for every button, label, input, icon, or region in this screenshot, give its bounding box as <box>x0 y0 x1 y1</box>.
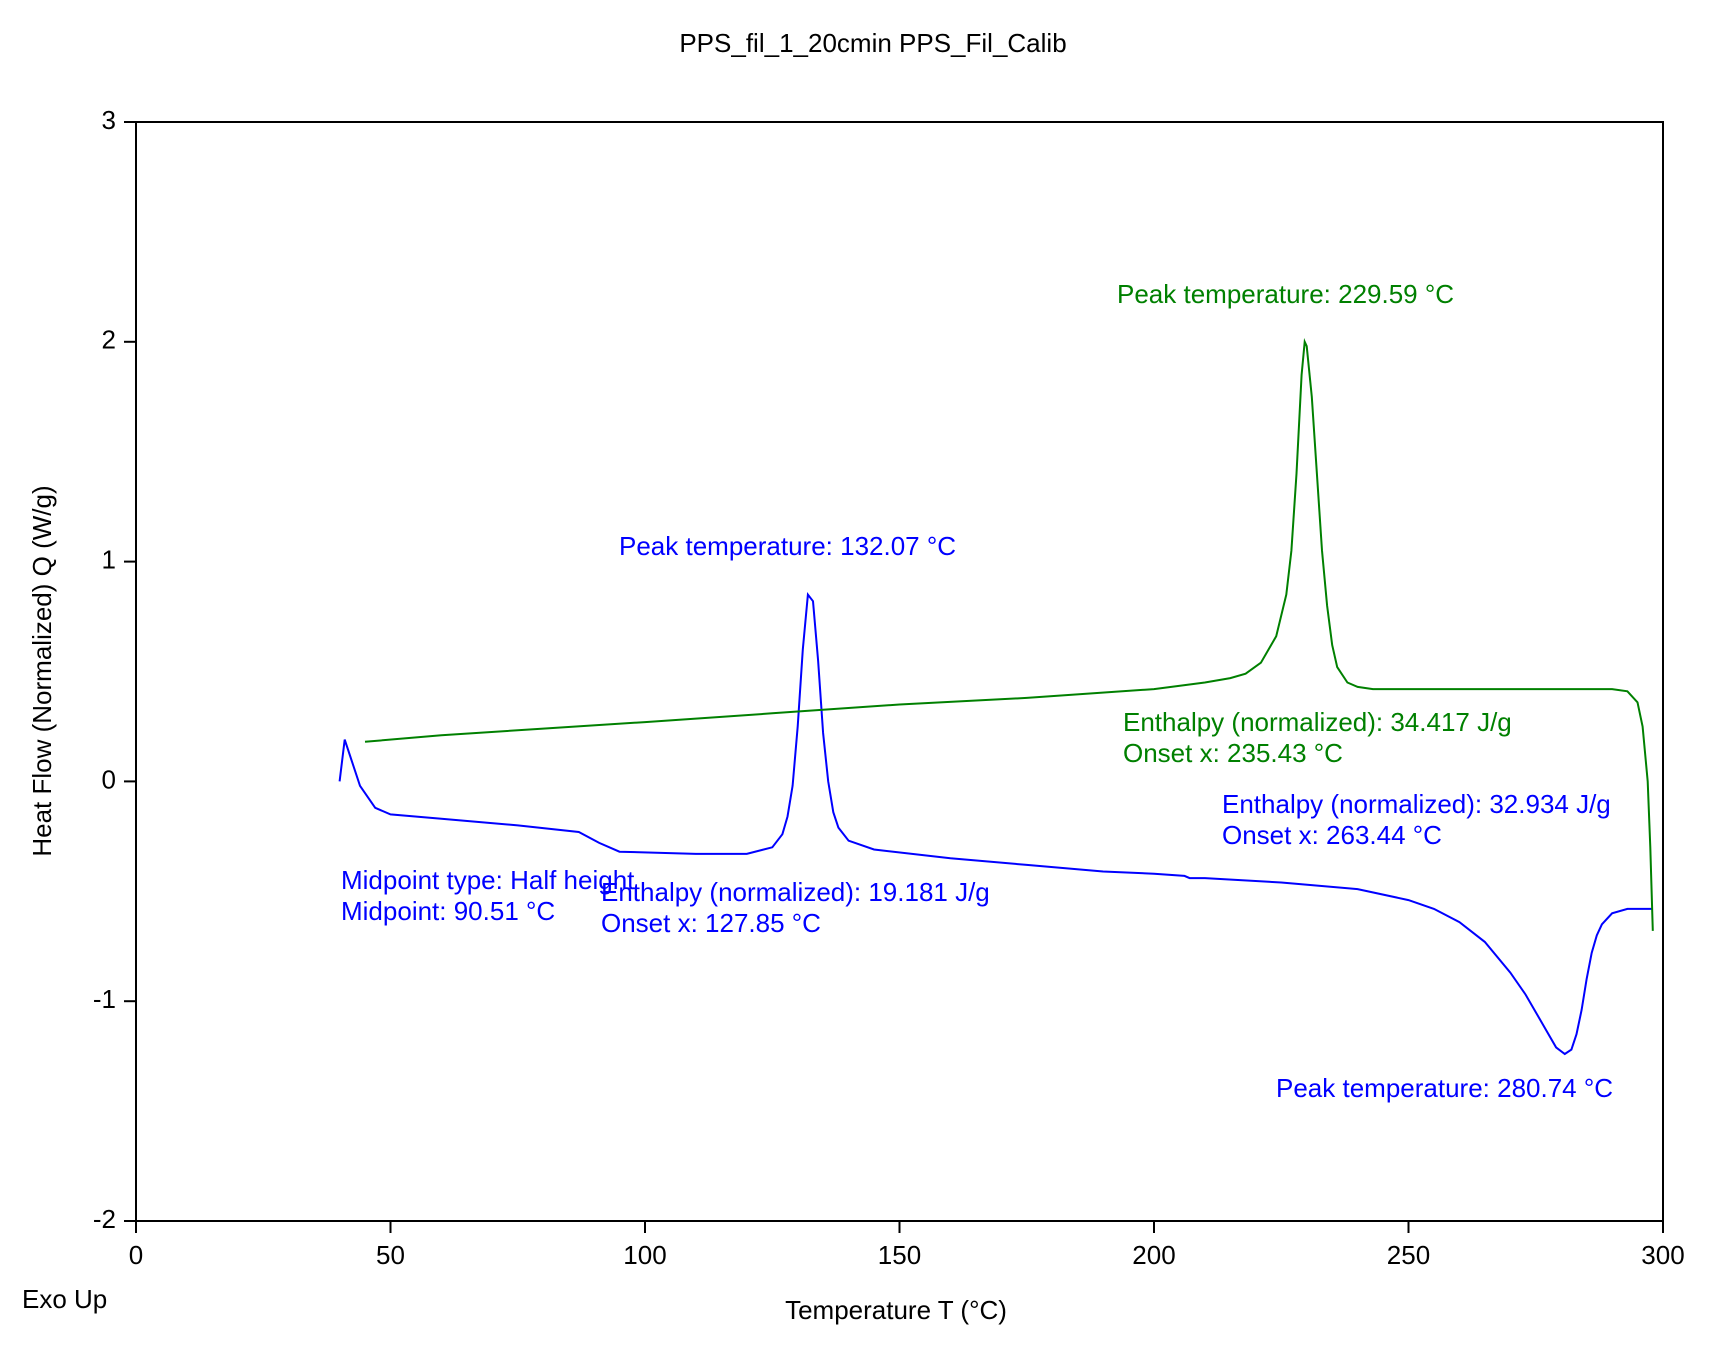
y-tick-label: -1 <box>93 984 116 1014</box>
x-tick-label: 300 <box>1641 1240 1684 1270</box>
annotation: Enthalpy (normalized): 32.934 J/g <box>1222 789 1611 819</box>
y-tick-label: 2 <box>102 325 116 355</box>
annotation: Peak temperature: 229.59 °C <box>1117 279 1454 309</box>
annotation: Onset x: 127.85 °C <box>601 908 821 938</box>
x-tick-label: 200 <box>1132 1240 1175 1270</box>
chart-title: PPS_fil_1_20cmin PPS_Fil_Calib <box>679 28 1066 58</box>
y-tick-label: 3 <box>102 105 116 135</box>
annotation: Midpoint type: Half height <box>341 865 635 895</box>
annotation: Enthalpy (normalized): 34.417 J/g <box>1123 707 1512 737</box>
y-tick-label: 0 <box>102 764 116 794</box>
annotation: Onset x: 235.43 °C <box>1123 738 1343 768</box>
x-tick-label: 250 <box>1387 1240 1430 1270</box>
x-tick-label: 0 <box>129 1240 143 1270</box>
exo-note: Exo Up <box>22 1284 107 1314</box>
y-axis-label: Heat Flow (Normalized) Q (W/g) <box>27 485 57 856</box>
y-tick-label: -2 <box>93 1204 116 1234</box>
annotation: Onset x: 263.44 °C <box>1222 820 1442 850</box>
x-tick-label: 150 <box>878 1240 921 1270</box>
x-axis-label: Temperature T (°C) <box>785 1295 1007 1325</box>
series-line <box>364 337 1654 931</box>
annotation: Midpoint: 90.51 °C <box>341 896 555 926</box>
annotation: Peak temperature: 280.74 °C <box>1276 1073 1613 1103</box>
annotation: Peak temperature: 132.07 °C <box>619 531 956 561</box>
x-tick-label: 50 <box>376 1240 405 1270</box>
y-tick-label: 1 <box>102 544 116 574</box>
annotation: Enthalpy (normalized): 19.181 J/g <box>601 877 990 907</box>
series-line <box>338 591 1653 1056</box>
x-tick-label: 100 <box>623 1240 666 1270</box>
